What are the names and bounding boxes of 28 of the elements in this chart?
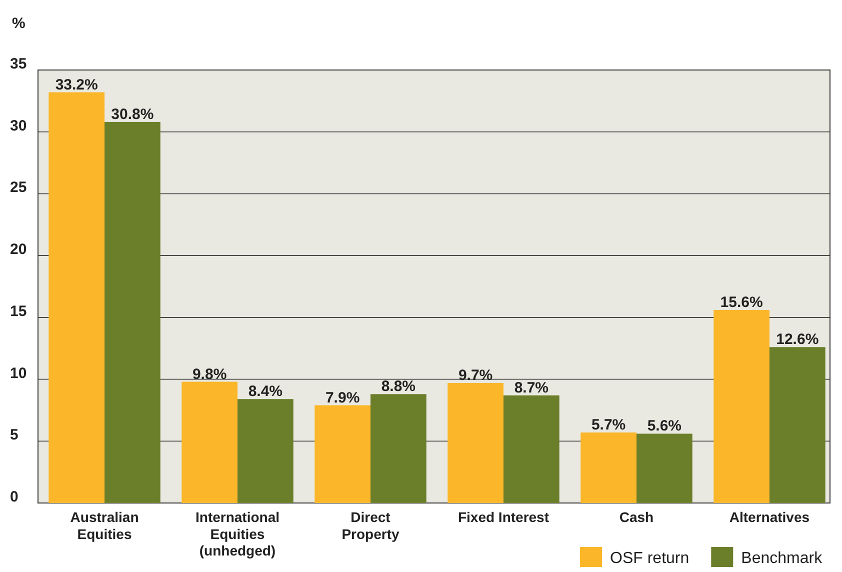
x-tick-label: International Equities (unhedged)	[196, 509, 280, 559]
data-label: 15.6%	[720, 294, 763, 312]
data-label: 5.6%	[647, 418, 682, 435]
data-label: 8.8%	[381, 378, 416, 396]
data-label: 12.6%	[776, 331, 819, 348]
data-label: 7.9%	[325, 389, 360, 406]
x-tick-label: Alternatives	[729, 509, 810, 525]
data-label: 33.2%	[55, 76, 98, 94]
y-tick-label: 20	[10, 241, 27, 258]
data-label: 9.8%	[192, 366, 227, 383]
legend-label: OSF return	[610, 550, 690, 567]
y-axis-title: %	[12, 15, 26, 32]
y-tick-label: 15	[10, 302, 27, 320]
data-label: 5.7%	[591, 416, 626, 434]
x-tick-label: Cash	[619, 509, 654, 525]
x-tick-label: Fixed Interest	[458, 509, 550, 525]
data-label: 30.8%	[111, 106, 154, 123]
x-tick-label: Australian Equities	[70, 509, 139, 542]
y-tick-label: 25	[10, 179, 27, 196]
y-tick-label: 5	[10, 426, 18, 444]
y-tick-label: 0	[10, 488, 18, 506]
data-label: 8.7%	[514, 379, 549, 396]
data-label: 8.4%	[248, 383, 283, 400]
x-tick-label: Direct Property	[342, 509, 400, 542]
legend-label: Benchmark	[741, 550, 824, 567]
y-tick-label: 10	[10, 364, 27, 382]
y-tick-label: 35	[10, 56, 27, 72]
y-tick-label: 30	[10, 117, 27, 134]
